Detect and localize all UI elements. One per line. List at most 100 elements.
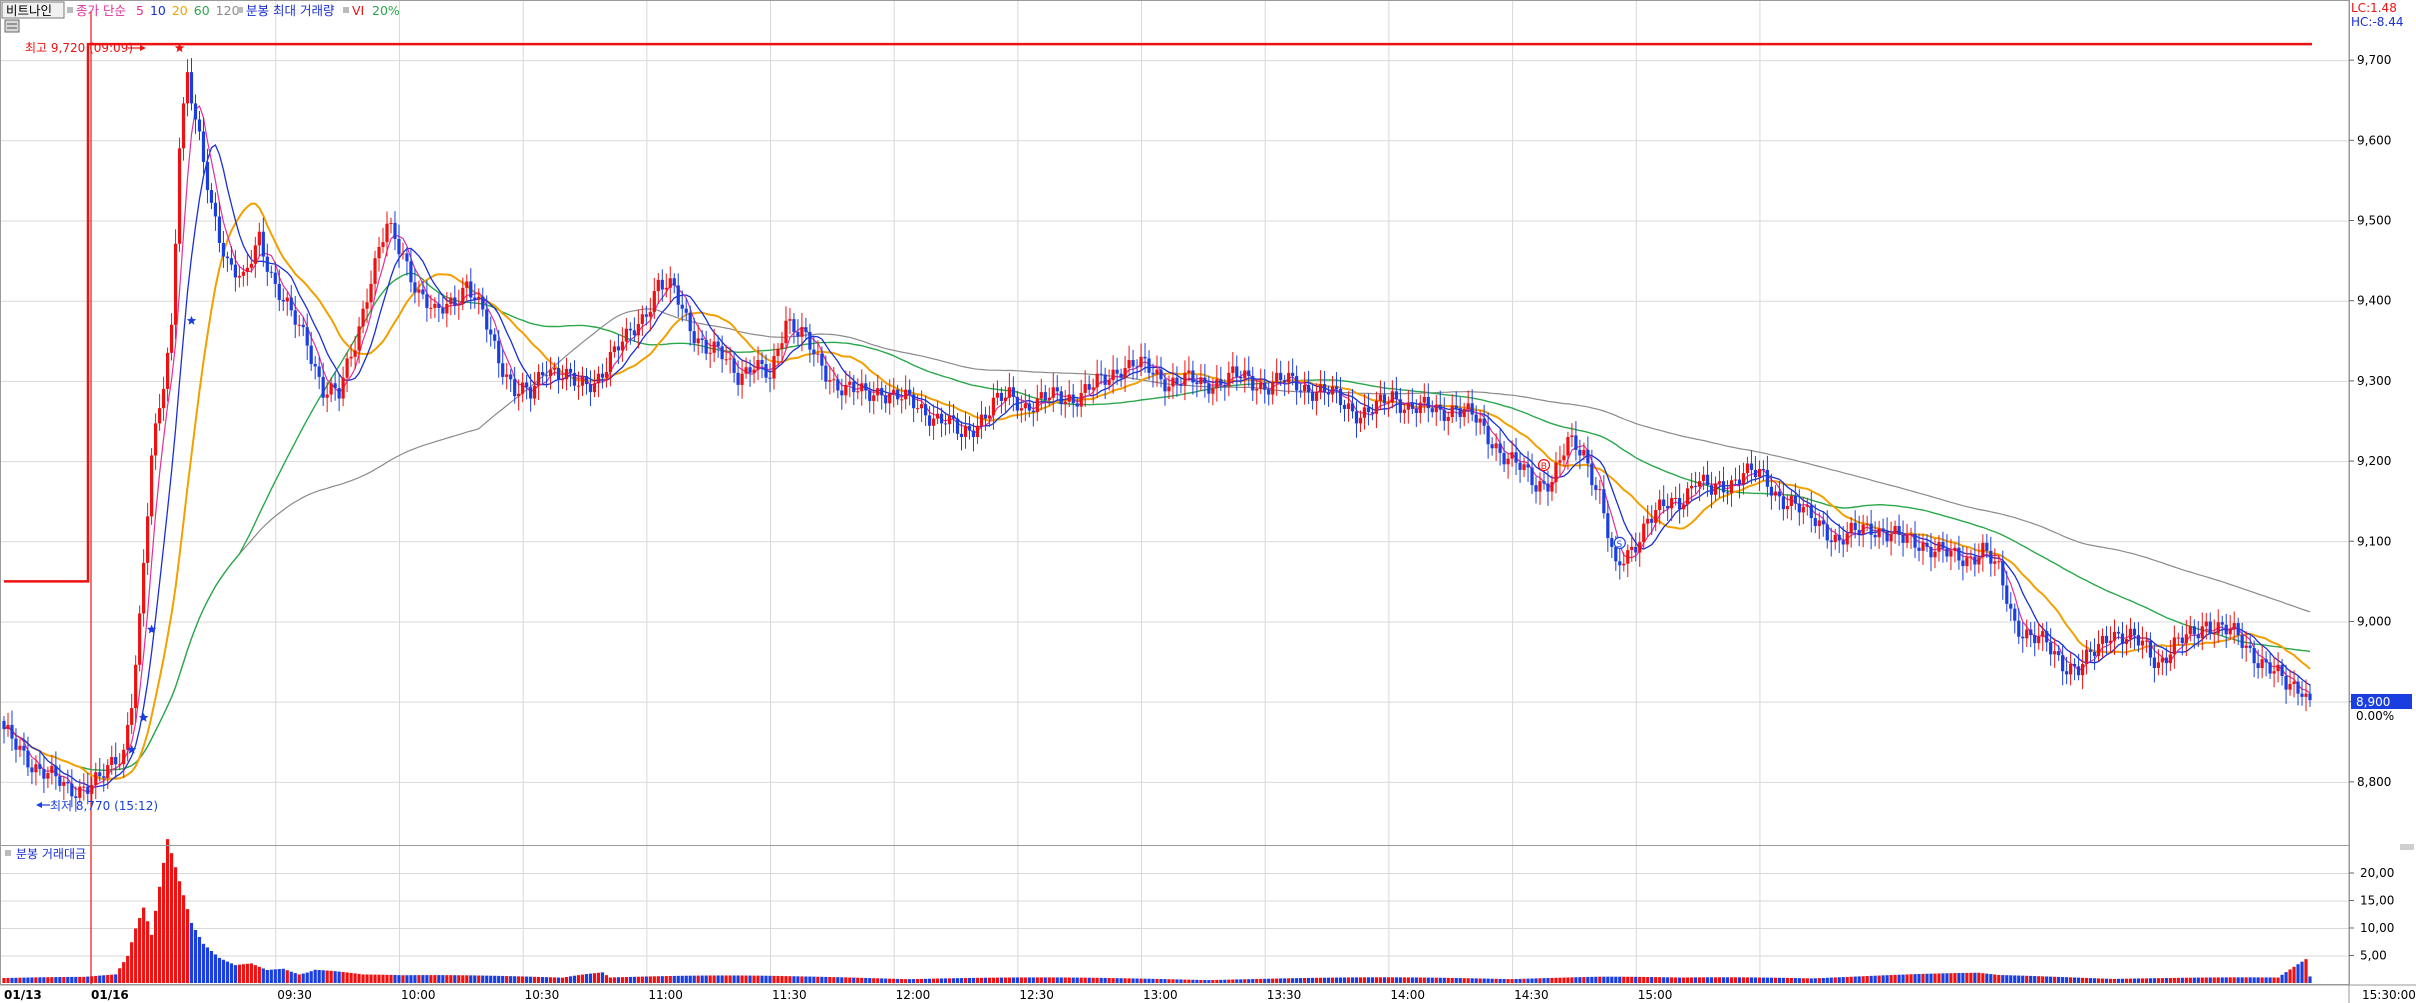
- candle-body: [94, 772, 98, 786]
- candle-body: [1909, 534, 1913, 536]
- candle-body: [197, 119, 202, 132]
- candle-body: [1965, 557, 1969, 567]
- candle-body: [1059, 391, 1063, 405]
- volume-bar: [2100, 978, 2105, 983]
- candle-body: [1801, 506, 1805, 513]
- vi-label[interactable]: VI: [352, 3, 364, 18]
- volume-panel-title[interactable]: 분봉 거래대금: [16, 847, 86, 861]
- volume-tick-label: 20,00: [2360, 866, 2394, 880]
- volume-bar: [1199, 979, 1203, 983]
- candle-body: [776, 348, 780, 357]
- volume-bar: [22, 977, 26, 983]
- candle-body: [1267, 389, 1271, 395]
- volume-bar: [1953, 973, 1957, 983]
- candle-body: [1773, 491, 1777, 496]
- candle-body: [1582, 449, 1586, 456]
- candle-body: [672, 278, 676, 286]
- volume-bar: [1091, 977, 1095, 983]
- volume-bar: [1642, 976, 1646, 983]
- candle-body: [2248, 645, 2252, 648]
- volume-bar: [253, 965, 257, 983]
- candle-body: [2212, 633, 2216, 635]
- candle-body: [548, 369, 553, 377]
- candle-body: [916, 408, 920, 410]
- candle-body: [2120, 633, 2125, 644]
- candle-body: [441, 307, 445, 314]
- candle-body: [931, 418, 936, 426]
- volume-bar: [995, 977, 1000, 983]
- candle-body: [1713, 483, 1718, 495]
- volume-bar: [1115, 978, 1119, 983]
- candle-body: [1578, 449, 1582, 456]
- stock-name[interactable]: 비트나인: [6, 3, 52, 18]
- candle-body: [604, 372, 609, 378]
- panel-resize-handle[interactable]: [2400, 844, 2414, 850]
- legend-square-icon: [5, 850, 11, 856]
- legend-prefix[interactable]: 종가 단순: [76, 3, 126, 18]
- volume-bar: [433, 975, 437, 983]
- volume-bar: [1578, 977, 1582, 983]
- volume-bar: [293, 973, 297, 983]
- settings-icon[interactable]: [4, 19, 20, 33]
- candle-body: [245, 267, 249, 272]
- candle-body: [1969, 556, 1973, 558]
- candle-body: [397, 238, 401, 255]
- time-tick-label: 11:00: [648, 988, 683, 1002]
- volume-bar: [1498, 978, 1502, 983]
- volume-bar: [138, 918, 142, 983]
- volume-bar: [1279, 978, 1283, 983]
- volume-bar: [2236, 977, 2240, 983]
- candle-body: [313, 364, 317, 367]
- volume-bar: [1414, 977, 1418, 983]
- volume-bar: [1215, 979, 1219, 983]
- volume-bar: [453, 975, 457, 983]
- candle-body: [1219, 379, 1223, 385]
- candle-body: [1598, 489, 1602, 491]
- candle-body: [74, 796, 78, 798]
- candle-body: [1837, 534, 1841, 541]
- candle-body: [556, 368, 561, 380]
- volume-bar: [197, 936, 202, 983]
- stock-name-box[interactable]: [1, 1, 65, 19]
- volume-bar: [1374, 977, 1379, 983]
- volume-bar: [688, 975, 692, 983]
- volume-legend[interactable]: 분봉 최대 거래량: [246, 3, 335, 18]
- volume-bar: [1785, 977, 1789, 983]
- volume-bar: [935, 978, 940, 983]
- volume-bar: [353, 973, 357, 983]
- volume-bar: [2073, 977, 2077, 983]
- volume-bar: [868, 978, 872, 983]
- candle-body: [1606, 513, 1610, 539]
- candle-body: [1187, 370, 1191, 373]
- volume-bar: [1937, 973, 1941, 983]
- volume-bar: [201, 943, 206, 983]
- volume-bar: [1438, 977, 1442, 983]
- candle-body: [832, 379, 836, 381]
- volume-bar: [497, 975, 501, 983]
- candle-body: [2192, 626, 2196, 635]
- volume-bar: [1717, 977, 1722, 983]
- candle-body: [1901, 534, 1905, 543]
- volume-bar: [736, 975, 740, 983]
- volume-bar: [2240, 977, 2244, 983]
- candle-body: [876, 388, 880, 396]
- candle-body: [349, 356, 353, 359]
- candle-body: [2200, 626, 2204, 639]
- candle-body: [257, 231, 261, 246]
- volume-bar: [1973, 972, 1977, 983]
- time-tick-label: 15:00: [1638, 988, 1673, 1002]
- volume-bar: [493, 975, 497, 983]
- volume-bar: [792, 976, 796, 983]
- candle-body: [1737, 479, 1742, 485]
- volume-bar: [1171, 979, 1175, 983]
- volume-bar: [1051, 977, 1055, 983]
- candle-body: [2013, 608, 2017, 621]
- candle-body: [2300, 693, 2304, 697]
- volume-bar: [1015, 977, 1019, 983]
- volume-bar: [756, 975, 760, 983]
- volume-bar: [217, 957, 222, 983]
- volume-bar: [1454, 978, 1458, 983]
- volume-bar: [588, 973, 593, 983]
- volume-bar: [776, 975, 780, 983]
- volume-bar: [828, 977, 832, 983]
